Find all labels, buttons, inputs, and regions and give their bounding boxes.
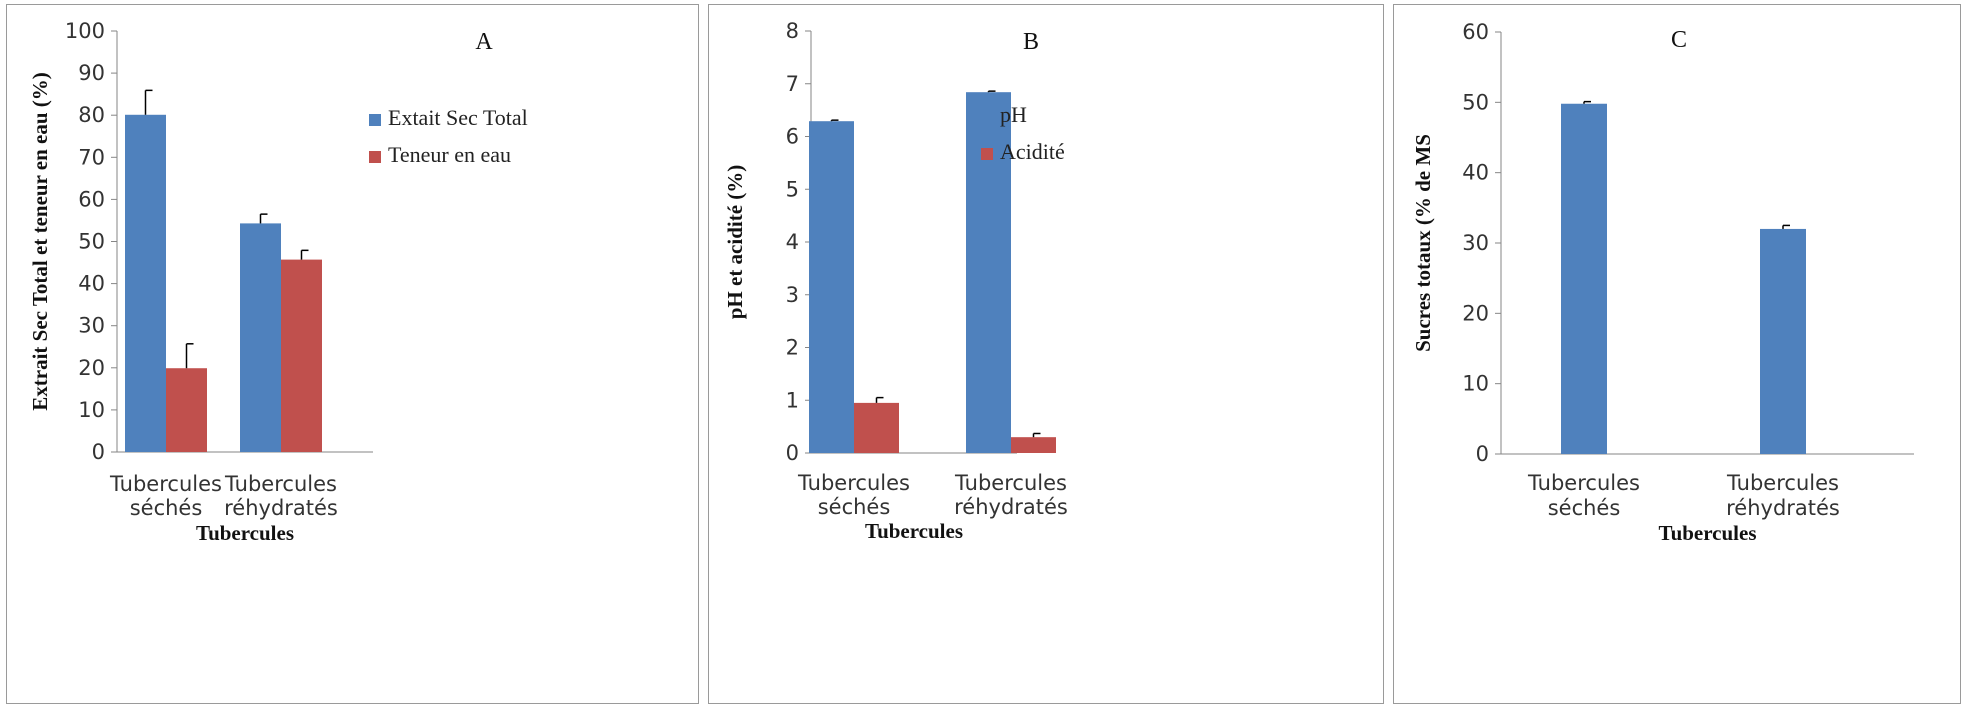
chart-a-y-tick-label: 70 [78, 145, 105, 169]
chart-c-panel-label: C [1671, 27, 1687, 53]
chart-b-x-axis-title: Tubercules [865, 519, 963, 543]
chart-a-panel-label: A [475, 29, 493, 55]
chart-a-y-tick-label: 40 [78, 272, 105, 296]
chart-a-bar [281, 259, 322, 452]
chart-b-y-tick-label: 2 [786, 336, 799, 360]
chart-panel-a: 0 10 20 30 40 50 60 70 80 90 100 Tubercules séchés Tu… [6, 4, 699, 704]
chart-b-legend-swatch [981, 111, 993, 123]
chart-c-y-tick-label: 20 [1462, 301, 1489, 325]
chart-b-bar [809, 121, 854, 453]
chart-a-y-tick-label: 20 [78, 356, 105, 380]
chart-c-bar [1760, 228, 1806, 454]
chart-b-svg: 012345678TuberculesséchésTuberculesréhyd… [723, 19, 1068, 543]
chart-b-y-tick-label: 7 [786, 72, 799, 96]
chart-c-category-label: réhydratés [1726, 496, 1840, 520]
chart-b-legend-label: Acidité [1000, 139, 1065, 164]
chart-panel-c: 0 10 20 30 40 50 60 Tubercules séchés Tubercules r… [1393, 4, 1961, 704]
chart-c-y-axis-title: Sucres totaux (% de MS [1411, 134, 1435, 352]
chart-c-category-label: Tubercules [1527, 471, 1640, 495]
chart-b-y-tick-label: 5 [786, 177, 799, 201]
chart-a-y-axis-title: Extrait Sec Total et teneur en eau (%) [28, 72, 52, 410]
chart-b-y-axis-title: pH et acidité (%) [723, 165, 747, 320]
chart-a-x-axis-title: Tubercules [196, 521, 294, 545]
chart-panel-b: 0 1 2 3 4 5 6 7 8 Tubercules séchés Tubercules réhyd… [708, 4, 1384, 704]
chart-a-y-tick-label: 50 [78, 230, 105, 254]
chart-c-y-tick-label: 30 [1462, 231, 1489, 255]
chart-b-y-tick-label: 4 [786, 230, 799, 254]
chart-c-category-label: Tubercules [1726, 471, 1839, 495]
chart-a-category-label: Tubercules [224, 472, 337, 496]
chart-a-bar [166, 368, 207, 452]
chart-a-y-tick-label: 90 [78, 61, 105, 85]
chart-a-legend-label: Teneur en eau [388, 142, 511, 167]
chart-b-y-tick-label: 1 [786, 388, 799, 412]
chart-b-y-tick-label: 0 [786, 441, 799, 465]
chart-a-bar [240, 223, 281, 452]
chart-c-y-tick-label: 10 [1462, 372, 1489, 396]
chart-a-category-label: séchés [130, 496, 203, 520]
chart-b-legend-swatch [981, 148, 993, 160]
chart-c-y-tick-label: 40 [1462, 161, 1489, 185]
chart-c-y-tick-label: 0 [1476, 442, 1489, 466]
chart-a-y-tick-label: 100 [65, 19, 105, 43]
chart-a-legend-swatch [369, 114, 381, 126]
chart-b-category-label: réhydratés [954, 495, 1068, 519]
chart-c-bar [1561, 103, 1607, 455]
chart-b-category-label: Tubercules [954, 471, 1067, 495]
chart-a-legend-swatch [369, 151, 381, 163]
chart-b-category-label: séchés [818, 495, 891, 519]
chart-c-y-tick-label: 50 [1462, 90, 1489, 114]
chart-b-y-tick-label: 6 [786, 125, 799, 149]
chart-a-y-tick-label: 30 [78, 314, 105, 338]
chart-b-y-tick-label: 8 [786, 19, 799, 43]
chart-a-svg: 0102030405060708090100TuberculesséchésTu… [28, 19, 528, 545]
chart-c-y-tick-label: 60 [1462, 20, 1489, 44]
chart-b-legend-label: pH [1000, 102, 1027, 127]
chart-c-svg: 0102030405060TuberculesséchésTuberculesr… [1411, 20, 1914, 545]
chart-c-x-axis-title: Tubercules [1658, 521, 1756, 545]
chart-a-y-tick-label: 0 [92, 440, 105, 464]
chart-b-bar [1011, 437, 1056, 453]
chart-a-legend-label: Extait Sec Total [388, 105, 528, 130]
chart-b-category-label: Tubercules [797, 471, 910, 495]
chart-a-category-label: réhydratés [224, 496, 338, 520]
chart-a-y-tick-label: 60 [78, 187, 105, 211]
chart-a-y-tick-label: 80 [78, 103, 105, 127]
chart-b-y-tick-label: 3 [786, 283, 799, 307]
chart-b-panel-label: B [1023, 29, 1039, 55]
chart-b-bar [854, 402, 899, 453]
chart-c-category-label: séchés [1548, 496, 1621, 520]
chart-a-bar [125, 114, 166, 453]
chart-a-category-label: Tubercules [109, 472, 222, 496]
chart-a-y-tick-label: 10 [78, 398, 105, 422]
